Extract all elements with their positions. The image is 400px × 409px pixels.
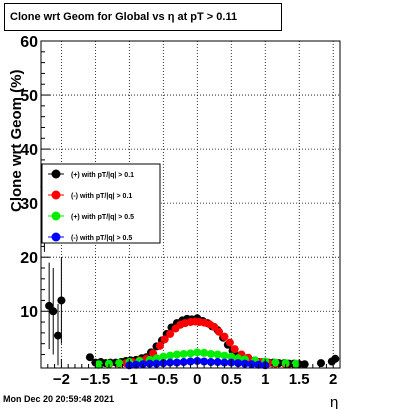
y-tick-label: 40: [20, 142, 38, 159]
legend-label: (-) with pT/|q| > 0.1: [71, 193, 132, 200]
data-point: [300, 360, 309, 369]
data-point: [220, 358, 229, 367]
legend-marker: [51, 190, 61, 200]
data-point: [225, 338, 234, 347]
data-point: [172, 358, 181, 367]
legend-marker: [51, 169, 61, 179]
data-point: [281, 359, 290, 368]
x-axis-label: η: [330, 394, 338, 409]
legend-box: [41, 163, 161, 244]
grid-lines: [41, 40, 340, 368]
timestamp-footer: Mon Dec 20 20:59:48 2021: [3, 394, 115, 404]
data-point: [94, 360, 103, 369]
data-point: [179, 349, 188, 358]
data-point: [215, 327, 224, 336]
x-tick-label: −2: [53, 371, 70, 388]
data-point: [200, 357, 209, 366]
legend-marker: [51, 232, 61, 242]
x-tick-label: 0: [193, 371, 201, 388]
y-axis-label: Clone wrt Geom (%): [8, 69, 25, 212]
data-point: [115, 359, 124, 368]
data-point: [166, 358, 175, 367]
data-point: [316, 359, 325, 368]
data-point: [179, 358, 188, 367]
data-point: [186, 357, 195, 366]
x-tick-label: 0.5: [221, 371, 242, 388]
y-tick-label: 60: [20, 34, 38, 51]
data-point: [193, 348, 202, 357]
legend-label: (-) with pT/|q| > 0.5: [71, 235, 132, 242]
data-point: [159, 352, 168, 361]
data-point: [186, 349, 195, 358]
data-point: [172, 350, 181, 359]
data-point: [271, 358, 280, 367]
data-point: [230, 345, 239, 354]
chart-title: Clone wrt Geom for Global vs η at pT > 0…: [4, 3, 282, 31]
x-tick-labels: −2 −1.5 −1 −0.5 0 0.5 1 1.5 2: [53, 371, 338, 388]
legend: (+) with pT/|q| > 0.1 (-) with pT/|q| > 0…: [41, 163, 161, 244]
data-point: [104, 359, 113, 368]
data-point: [155, 341, 164, 350]
data-point: [49, 307, 58, 316]
data-point: [152, 359, 161, 368]
data-point: [57, 296, 66, 305]
data-point: [220, 351, 229, 360]
x-tick-label: 2: [329, 371, 337, 388]
x-tick-label: −1.5: [81, 371, 111, 388]
data-point: [145, 359, 154, 368]
x-tick-label: −0.5: [149, 371, 179, 388]
y-tick-labels: 10 20 30 40 50 60: [20, 34, 38, 321]
data-point: [227, 352, 236, 361]
y-tick-label: 30: [20, 196, 38, 213]
y-tick-label: 50: [20, 88, 38, 105]
data-point: [291, 359, 300, 368]
x-tick-label: −1: [121, 371, 138, 388]
data-point: [220, 332, 229, 341]
data-point: [206, 358, 215, 367]
y-tick-label: 20: [20, 250, 38, 267]
data-point: [234, 359, 243, 368]
data-point: [331, 354, 340, 363]
data-point: [240, 359, 249, 368]
data-point: [166, 329, 175, 338]
data-point: [213, 358, 222, 367]
data-point: [206, 349, 215, 358]
data-point: [200, 348, 209, 357]
data-points: [40, 182, 340, 370]
data-point: [160, 335, 169, 344]
x-tick-label: 1.5: [289, 371, 310, 388]
data-point: [166, 351, 175, 360]
data-point: [85, 353, 94, 362]
legend-label: (+) with pT/|q| > 0.1: [71, 172, 134, 179]
legend-label: (+) with pT/|q| > 0.5: [71, 214, 134, 221]
legend-marker: [51, 211, 61, 221]
plot-frame: [40, 40, 341, 369]
y-tick-label: 10: [20, 304, 38, 321]
chart-title-text: Clone wrt Geom for Global vs η at pT > 0…: [10, 11, 238, 23]
data-point: [213, 350, 222, 359]
data-point: [53, 331, 62, 340]
x-tick-label: 1: [261, 371, 269, 388]
